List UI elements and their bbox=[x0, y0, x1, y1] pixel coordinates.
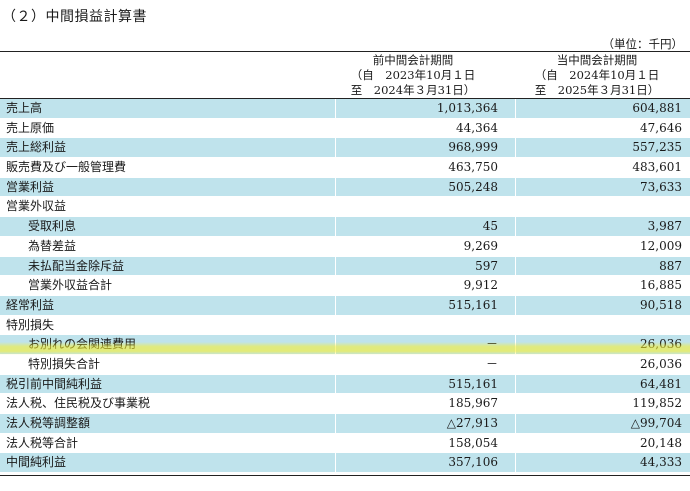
curr-period-value: 26,036 bbox=[640, 337, 682, 352]
row-label: 販売費及び一般管理費 bbox=[6, 160, 127, 175]
prev-period-value: 357,106 bbox=[448, 455, 498, 470]
row-label: 売上高 bbox=[6, 101, 43, 115]
curr-period-name: 当中間会計期間 bbox=[556, 53, 638, 67]
prev-period-value: 515,161 bbox=[448, 297, 498, 312]
table-row: 法人税、住民税及び事業税 185,967 119,852 bbox=[0, 394, 690, 414]
prev-period-value: 158,054 bbox=[448, 435, 498, 450]
prev-period-value: 463,750 bbox=[448, 160, 498, 175]
row-label: 営業利益 bbox=[6, 179, 55, 194]
column-divider bbox=[515, 99, 516, 475]
curr-period-value: △99,704 bbox=[630, 416, 682, 430]
prev-period-value: － bbox=[485, 337, 498, 352]
curr-period-value: 887 bbox=[659, 258, 682, 273]
table-row: 法人税等合計 158,054 20,148 bbox=[0, 434, 690, 454]
curr-period-value: 47,646 bbox=[640, 120, 682, 135]
curr-period-value: 73,633 bbox=[640, 179, 682, 194]
table-row: 販売費及び一般管理費 463,750 483,601 bbox=[0, 158, 690, 178]
curr-period-value: 119,852 bbox=[632, 396, 682, 411]
curr-period-value: 3,987 bbox=[647, 219, 682, 234]
curr-period-from: （自 2024年10月１日 bbox=[534, 68, 660, 82]
table-row: 売上高 1,013,364 604,881 bbox=[0, 99, 690, 119]
table-row: 売上総利益 968,999 557,235 bbox=[0, 138, 690, 159]
row-label: 売上原価 bbox=[6, 120, 55, 135]
table-row: 中間純利益 357,106 44,333 bbox=[0, 453, 690, 474]
curr-period-to: 至 2025年３月31日） bbox=[534, 83, 660, 97]
prev-period-from: （自 2023年10月１日 bbox=[350, 68, 476, 82]
prev-period-value: 968,999 bbox=[448, 140, 498, 155]
prev-period-to: 至 2024年３月31日） bbox=[350, 83, 476, 97]
prev-period-value: 185,967 bbox=[448, 396, 498, 411]
column-header-curr-period: 当中間会計期間 （自 2024年10月１日 至 2025年３月31日） bbox=[517, 53, 677, 98]
row-label: 特別損失合計 bbox=[28, 356, 101, 371]
prev-period-value: △27,913 bbox=[446, 416, 498, 430]
table-row: 税引前中間純利益 515,161 64,481 bbox=[0, 374, 690, 395]
table-row: 受取利息 45 3,987 bbox=[0, 217, 690, 237]
curr-period-value: 604,881 bbox=[632, 101, 682, 115]
table-row: 法人税等調整額 △27,913 △99,704 bbox=[0, 414, 690, 434]
row-label: 未払配当金除斥益 bbox=[28, 258, 125, 273]
row-label: 受取利息 bbox=[28, 219, 77, 234]
row-label: 為替差益 bbox=[28, 238, 77, 253]
table-row: 営業利益 505,248 73,633 bbox=[0, 177, 690, 198]
prev-period-value: 45 bbox=[482, 219, 498, 234]
table-row: 為替差益 9,269 12,009 bbox=[0, 237, 690, 257]
curr-period-value: 16,885 bbox=[640, 278, 682, 293]
row-label: 売上総利益 bbox=[6, 140, 67, 155]
curr-period-value: 44,333 bbox=[640, 455, 682, 470]
table-row: 特別損失合計 － 26,036 bbox=[0, 355, 690, 375]
curr-period-value: 64,481 bbox=[640, 376, 682, 391]
table-row: 経常利益 515,161 90,518 bbox=[0, 295, 690, 316]
row-label: 税引前中間純利益 bbox=[6, 376, 103, 391]
table-bottom-rule bbox=[0, 475, 690, 476]
curr-period-value: 12,009 bbox=[640, 238, 682, 253]
row-label: 営業外収益合計 bbox=[28, 278, 113, 293]
prev-period-value: － bbox=[485, 356, 498, 371]
page-title: （２）中間損益計算書 bbox=[2, 9, 147, 25]
row-label: 法人税、住民税及び事業税 bbox=[6, 396, 151, 411]
prev-period-value: 505,248 bbox=[448, 179, 498, 194]
curr-period-value: 557,235 bbox=[632, 140, 682, 155]
table-row: 営業外収益合計 9,912 16,885 bbox=[0, 276, 690, 296]
prev-period-value: 9,912 bbox=[463, 278, 498, 293]
prev-period-value: 44,364 bbox=[456, 120, 498, 135]
income-statement-table: 売上高 1,013,364 604,881 売上原価 44,364 47,646… bbox=[0, 99, 690, 474]
row-label: 経常利益 bbox=[6, 297, 55, 312]
prev-period-value: 597 bbox=[475, 258, 498, 273]
row-label: 法人税等調整額 bbox=[6, 416, 91, 430]
curr-period-value: 90,518 bbox=[640, 297, 682, 312]
row-label: お別れの会関連費用 bbox=[28, 337, 137, 352]
prev-period-value: 9,269 bbox=[463, 238, 498, 253]
row-label: 特別損失 bbox=[6, 317, 55, 332]
row-label: 法人税等合計 bbox=[6, 435, 79, 450]
header-top-rule bbox=[0, 51, 690, 52]
header-bottom-rule bbox=[0, 98, 690, 99]
curr-period-value: 26,036 bbox=[640, 356, 682, 371]
unit-label: （単位：千円） bbox=[602, 37, 684, 51]
column-header-prev-period: 前中間会計期間 （自 2023年10月１日 至 2024年３月31日） bbox=[333, 53, 493, 98]
table-row: 売上原価 44,364 47,646 bbox=[0, 119, 690, 139]
row-label: 営業外収益 bbox=[6, 199, 67, 214]
table-row: 営業外収益 bbox=[0, 197, 690, 218]
column-divider bbox=[335, 99, 336, 475]
prev-period-value: 1,013,364 bbox=[436, 101, 498, 115]
table-row: 特別損失 bbox=[0, 316, 690, 336]
row-label: 中間純利益 bbox=[6, 455, 67, 470]
table-row: お別れの会関連費用 － 26,036 bbox=[0, 335, 690, 355]
prev-period-value: 515,161 bbox=[448, 376, 498, 391]
curr-period-value: 20,148 bbox=[640, 435, 682, 450]
prev-period-name: 前中間会計期間 bbox=[372, 53, 454, 67]
table-row: 未払配当金除斥益 597 887 bbox=[0, 256, 690, 277]
curr-period-value: 483,601 bbox=[632, 160, 682, 175]
